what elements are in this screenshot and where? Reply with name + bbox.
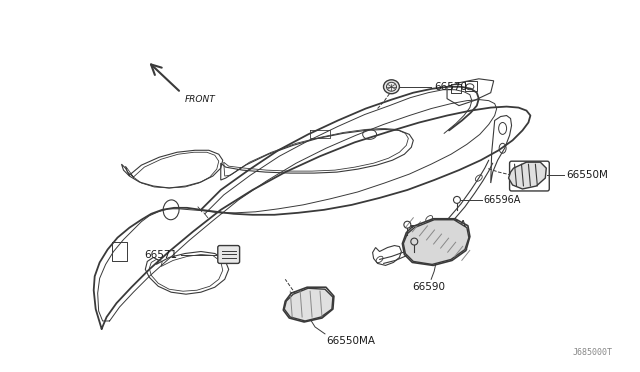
Text: 66570: 66570 <box>434 82 467 92</box>
Text: 66571: 66571 <box>144 250 177 260</box>
Ellipse shape <box>383 80 399 94</box>
Text: 66596A: 66596A <box>430 241 468 251</box>
Text: 66550MA: 66550MA <box>326 336 375 346</box>
Text: FRONT: FRONT <box>185 95 216 104</box>
Text: 66590: 66590 <box>413 282 445 292</box>
Polygon shape <box>509 162 547 189</box>
Polygon shape <box>284 288 333 321</box>
Text: J685000T: J685000T <box>573 348 612 357</box>
Polygon shape <box>403 220 469 264</box>
Text: 66596A: 66596A <box>484 195 521 205</box>
Text: 66550M: 66550M <box>566 170 608 180</box>
Text: 66596A: 66596A <box>429 220 467 230</box>
FancyBboxPatch shape <box>218 246 239 263</box>
